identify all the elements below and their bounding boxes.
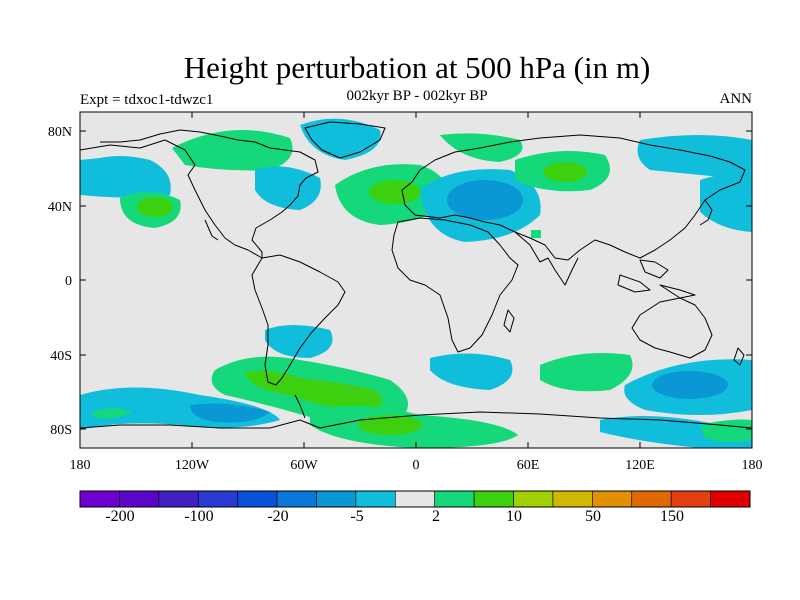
colorbar-box (592, 490, 633, 508)
colorbar-box (237, 490, 278, 508)
colorbar-label-minus-200: -200 (105, 508, 135, 525)
y-tick-labels: 80N 40N 0 40S 80S (48, 125, 72, 438)
positive-anomaly-indian-ocean (540, 352, 633, 392)
x-tick-120e: 120E (625, 458, 655, 473)
plot-title: Height perturbation at 500 hPa (in m) (183, 50, 651, 85)
colorbar-box (552, 490, 593, 508)
negative-anomaly-north-west-pacific (700, 173, 752, 232)
colorbar-box (316, 490, 357, 508)
colorbar-box (513, 490, 554, 508)
experiment-label: Expt = tdxoc1-tdwzc1 (80, 92, 214, 108)
negative-core-south-australia (652, 371, 728, 399)
positive-anomaly-south-pacific-small (92, 408, 132, 419)
y-tick-40s: 40S (50, 349, 72, 364)
colorbar-box (79, 490, 120, 508)
positive-anomaly-antarctic-east (700, 419, 752, 443)
colorbar-box (631, 490, 672, 508)
colorbar-label-10: 10 (506, 508, 522, 525)
negative-anomaly-west-atlantic (255, 166, 321, 210)
axis-ticks (79, 112, 753, 448)
coastlines (80, 121, 752, 429)
negative-anomaly-south-america (265, 325, 333, 358)
negative-core-europe (447, 180, 523, 220)
colorbar-box (355, 490, 396, 508)
colorbar-box (394, 490, 436, 508)
colorbar-box (473, 490, 514, 508)
colorbar-label-150: 150 (660, 508, 684, 525)
colorbar-label-50: 50 (585, 508, 601, 525)
positive-anomaly-north-america (172, 130, 293, 171)
colorbar-label-minus-100: -100 (184, 508, 214, 525)
season-label: ANN (719, 91, 753, 107)
negative-anomaly-north-east-asia (637, 135, 752, 180)
negative-anomaly-dateline (80, 158, 104, 182)
positive-core-east-pacific (137, 197, 173, 217)
colorbar-box (670, 490, 711, 508)
y-tick-40n: 40N (48, 200, 72, 215)
colorbar-box (197, 490, 238, 508)
colorbar-box (158, 490, 199, 508)
negative-anomaly-greenland (300, 118, 381, 160)
colorbar-label-minus-20: -20 (267, 508, 289, 525)
positive-core-antarctic (358, 415, 422, 435)
y-tick-80n: 80N (48, 125, 72, 140)
negative-core-south-pacific (190, 403, 270, 423)
colorbar-box (119, 490, 160, 508)
positive-core-north-atlantic (369, 180, 421, 204)
colorbar-frame (79, 490, 751, 508)
colorbar-box (710, 490, 751, 508)
x-tick-0: 0 (413, 458, 420, 473)
positive-anomaly-small (531, 230, 541, 238)
y-tick-0: 0 (65, 274, 72, 289)
y-tick-80s: 80S (50, 423, 72, 438)
x-tick-180-left: 180 (70, 458, 91, 473)
positive-core-siberia (543, 162, 587, 182)
colorbar-box (434, 490, 475, 508)
contour-fills (80, 118, 752, 448)
x-tick-labels: 180 120W 60W 0 60E 120E 180 (70, 458, 763, 473)
colorbar-box (276, 490, 317, 508)
period-label: 002kyr BP - 002kyr BP (346, 88, 488, 104)
colorbar-label-2: 2 (432, 508, 440, 525)
x-tick-60w: 60W (290, 458, 318, 473)
colorbar-label-minus-5: -5 (350, 508, 364, 525)
x-tick-60e: 60E (517, 458, 540, 473)
x-tick-120w: 120W (175, 458, 210, 473)
x-tick-180-right: 180 (742, 458, 763, 473)
negative-anomaly-south-africa (430, 353, 513, 390)
colorbar (79, 490, 751, 508)
